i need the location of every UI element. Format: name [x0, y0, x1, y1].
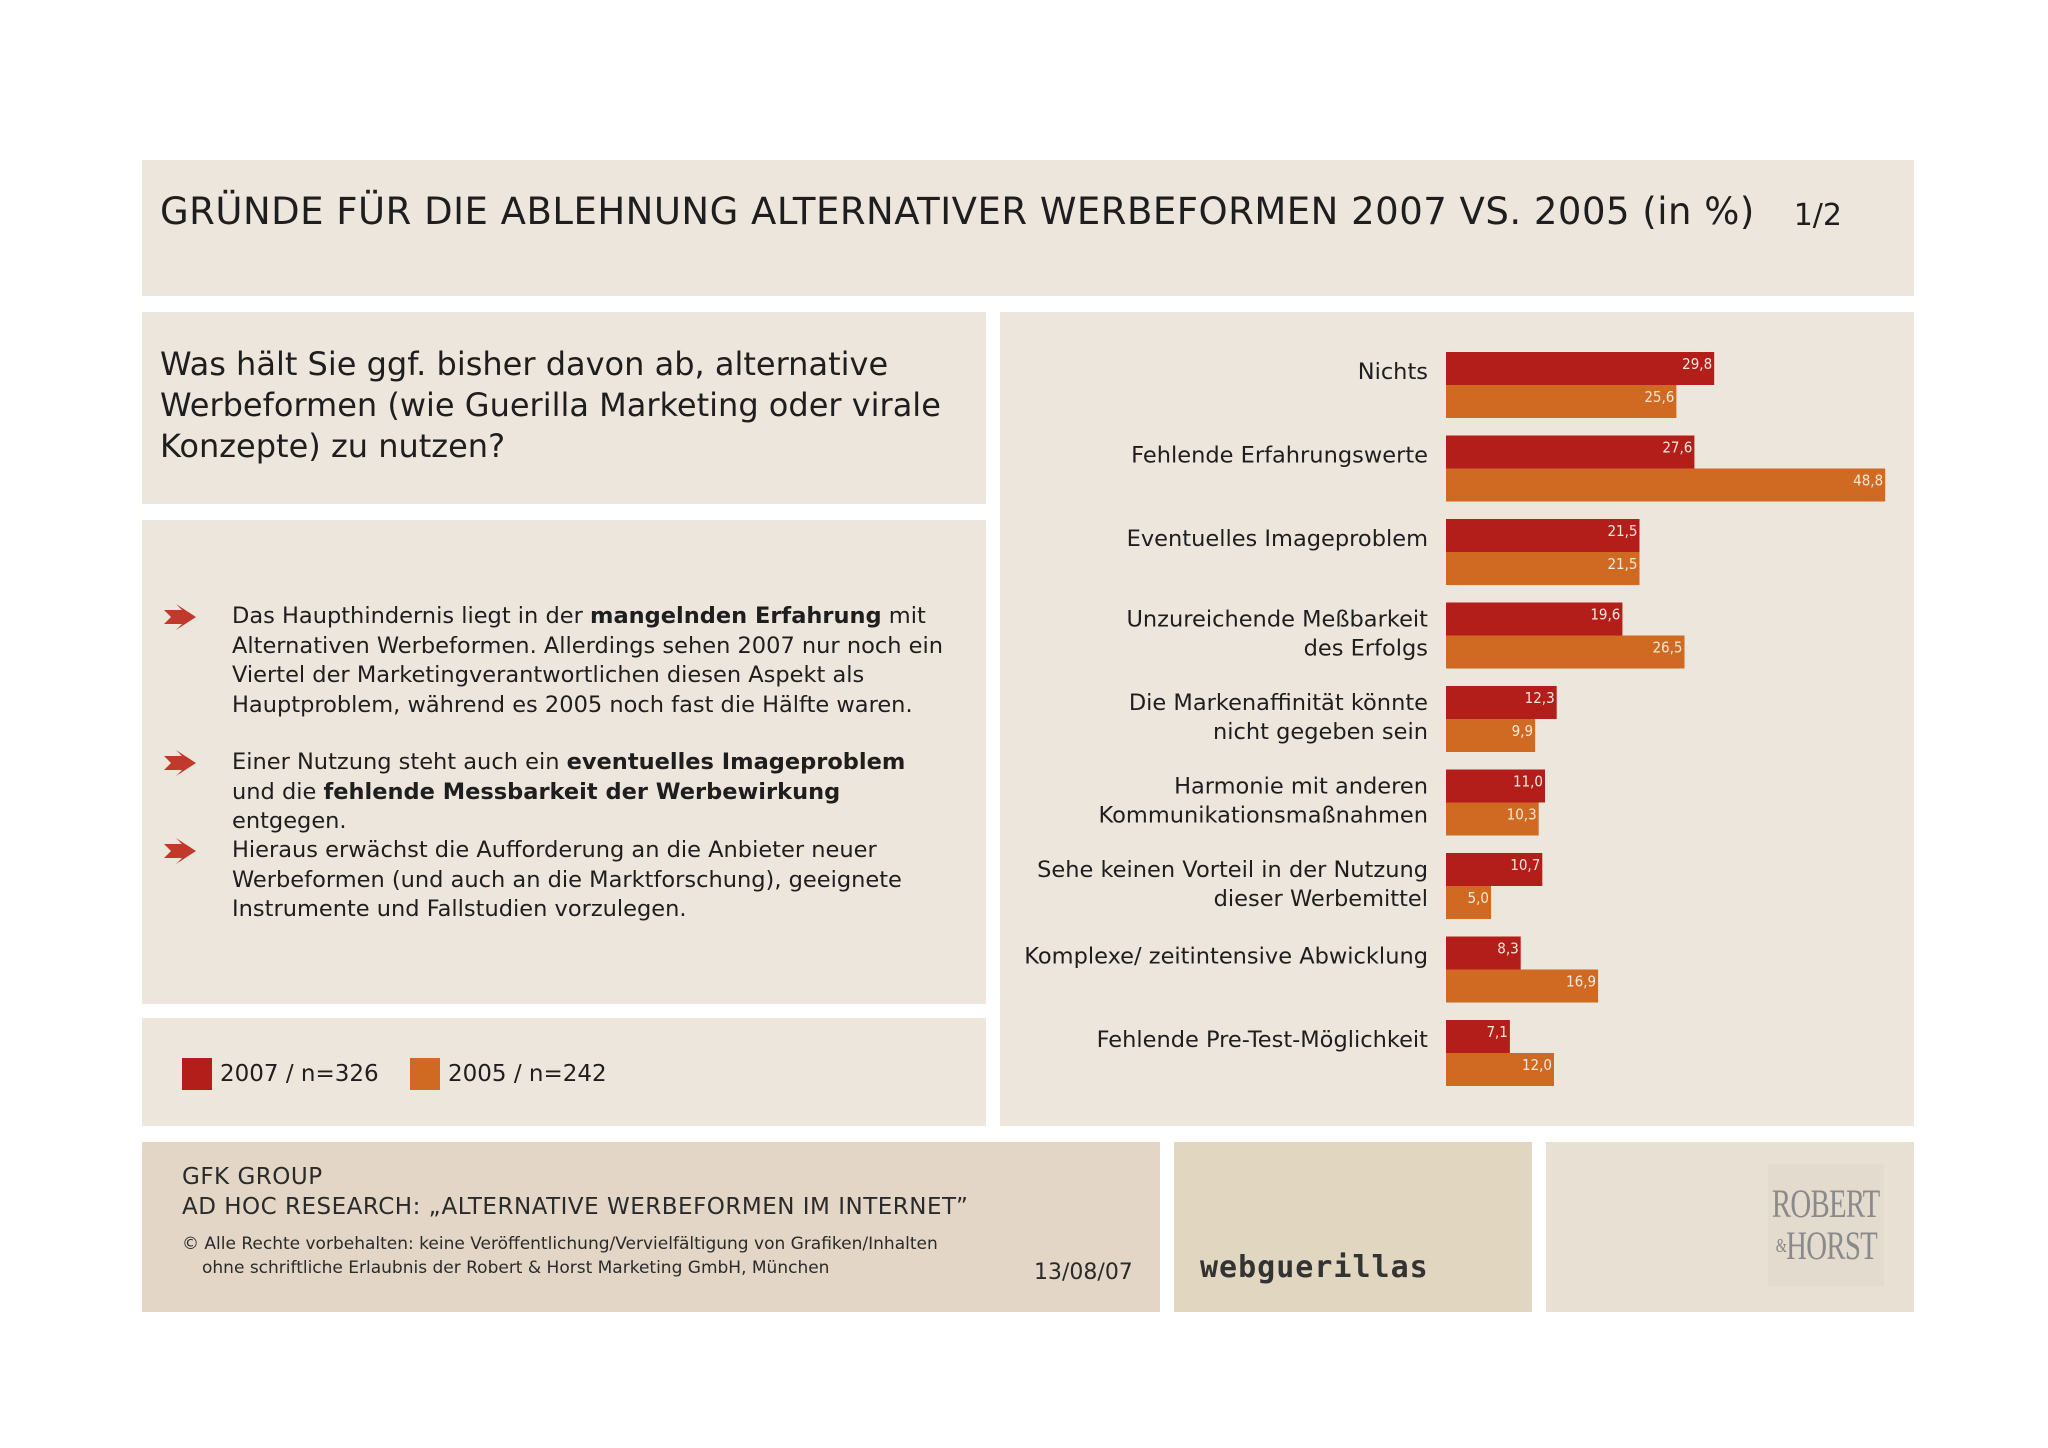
bar-2007 [1446, 602, 1623, 636]
bar-value-label: 25,6 [1644, 388, 1674, 406]
bar-2005 [1446, 552, 1640, 585]
category-label: Harmonie mit anderen [1174, 774, 1428, 800]
bar-chart: Nichts 29,8 25,6 Fehlende Erfahrungswerte 27… [1024, 352, 1886, 1086]
question-panel: Was hält Sie ggf. bisher davon ab, alter… [142, 312, 986, 504]
category-label: Unzureichende Meßbarkeit [1126, 607, 1428, 633]
findings-panel: Das Haupthindernis liegt in der mangelnd… [142, 520, 986, 1004]
legend-item-2005: 2005 / n=242 [410, 1058, 607, 1090]
bar-2005 [1446, 385, 1677, 418]
arrow-bullet-icon [164, 750, 196, 776]
bar-value-label: 16,9 [1566, 973, 1596, 991]
bar-2007 [1446, 519, 1640, 552]
finding-highlight: fehlende Messbarkeit der Werbewirkung [323, 778, 841, 805]
bar-value-label: 5,0 [1468, 889, 1489, 907]
survey-question: Was hält Sie ggf. bisher davon ab, alter… [160, 345, 941, 465]
bar-value-label: 11,0 [1513, 773, 1543, 791]
robert-horst-logo: ROBERT &HORST [1768, 1164, 1884, 1286]
bar-2005 [1446, 1053, 1554, 1086]
category-label: Fehlende Erfahrungswerte [1131, 443, 1428, 469]
logo-line-2: &HORST [1775, 1223, 1878, 1268]
bar-value-label: 7,1 [1486, 1023, 1507, 1041]
legend-item-2007: 2007 / n=326 [182, 1058, 379, 1090]
legend-label: 2005 / n=242 [448, 1061, 607, 1087]
bar-2005 [1446, 719, 1536, 752]
bar-2007 [1446, 769, 1545, 803]
category-label: Eventuelles Imageproblem [1127, 526, 1428, 552]
bar-value-label: 21,5 [1607, 555, 1637, 573]
bar-value-label: 12,0 [1522, 1056, 1552, 1074]
finding-segment: Das Haupthindernis liegt in der [232, 603, 590, 629]
category-label: Die Markenaffinität könnte [1129, 690, 1428, 716]
finding-text: Hieraus erwächst die Aufforderung an die… [232, 836, 952, 925]
bar-value-label: 21,5 [1607, 522, 1637, 540]
finding-highlight: eventuelles Imageproblem [566, 749, 906, 775]
category-label: dieser Werbemittel [1214, 886, 1428, 912]
bar-2005 [1446, 969, 1599, 1003]
bar-value-label: 12,3 [1525, 689, 1555, 707]
logo-ampersand: & [1775, 1235, 1786, 1257]
category-label: nicht gegeben sein [1213, 719, 1428, 745]
category-label: Sehe keinen Vorteil in der Nutzung [1037, 857, 1428, 883]
finding-text: Das Haupthindernis liegt in der mangelnd… [232, 602, 952, 720]
finding-highlight: mangelnden Erfahrung [590, 603, 882, 629]
title-panel: GRÜNDE FÜR DIE ABLEHNUNG ALTERNATIVER WE… [142, 160, 1914, 296]
arrow-bullet-icon [164, 604, 196, 630]
page-number: 1/2 [1793, 198, 1842, 233]
category-label: Nichts [1358, 359, 1428, 385]
category-label: Kommunikationsmaßnahmen [1099, 803, 1428, 829]
legend-label: 2007 / n=326 [220, 1061, 379, 1087]
bar-value-label: 48,8 [1853, 472, 1883, 490]
bar-2007 [1446, 1020, 1510, 1053]
logo-line-1: ROBERT [1772, 1181, 1880, 1226]
finding-segment: und die [232, 778, 324, 805]
category-label: Fehlende Pre-Test-Möglichkeit [1097, 1027, 1429, 1053]
robert-horst-logo-panel: ROBERT &HORST [1546, 1142, 1914, 1312]
finding-segment: Einer Nutzung steht auch ein [232, 749, 567, 775]
date: 13/08/07 [1034, 1260, 1133, 1285]
finding-text: Einer Nutzung steht auch ein eventuelles… [232, 748, 952, 837]
source-line-1: GFK GROUP [182, 1164, 323, 1190]
category-label: Komplexe/ zeitintensive Abwicklung [1024, 944, 1428, 970]
bar-value-label: 19,6 [1590, 606, 1620, 624]
bar-2007 [1446, 352, 1715, 385]
bar-2007 [1446, 435, 1695, 469]
copyright-line-2: ohne schriftliche Erlaubnis der Robert &… [202, 1258, 830, 1278]
finding-segment: entgegen. [232, 808, 347, 834]
logo-line-2-text: HORST [1785, 1223, 1878, 1268]
bar-2005 [1446, 886, 1491, 919]
bar-value-label: 10,7 [1510, 856, 1540, 874]
page-title: GRÜNDE FÜR DIE ABLEHNUNG ALTERNATIVER WE… [160, 190, 1755, 233]
bar-value-label: 10,3 [1507, 806, 1537, 824]
source-line-2: AD HOC RESEARCH: „ALTERNATIVE WERBEFORME… [182, 1194, 969, 1220]
chart-legend: 2007 / n=326 2005 / n=242 [142, 1018, 986, 1126]
bar-2007 [1446, 936, 1521, 970]
finding-segment: mit Alternativen Werbeformen. Allerdings… [232, 603, 943, 718]
webguerillas-logo: webguerillas [1200, 1250, 1429, 1285]
bar-2005 [1446, 802, 1539, 836]
bar-2005 [1446, 468, 1886, 502]
legend-swatch [410, 1058, 440, 1090]
bar-value-label: 8,3 [1497, 940, 1518, 958]
bar-value-label: 26,5 [1652, 639, 1682, 657]
legend-swatch [182, 1058, 212, 1090]
webguerillas-logo-panel: webguerillas [1174, 1142, 1532, 1312]
bar-2005 [1446, 635, 1685, 669]
bar-2007 [1446, 853, 1543, 886]
copyright-line-1: © Alle Rechte vorbehalten: keine Veröffe… [182, 1234, 938, 1254]
bar-value-label: 9,9 [1512, 722, 1533, 740]
arrow-bullet-icon [164, 838, 196, 864]
category-label: des Erfolgs [1304, 636, 1428, 662]
bar-value-label: 29,8 [1682, 355, 1712, 373]
source-panel: GFK GROUP AD HOC RESEARCH: „ALTERNATIVE … [142, 1142, 1160, 1312]
bar-value-label: 27,6 [1662, 439, 1692, 457]
bar-2007 [1446, 686, 1557, 719]
chart-panel: Nichts 29,8 25,6 Fehlende Erfahrungswerte 27… [1000, 312, 1914, 1126]
finding-segment: Hieraus erwächst die Aufforderung an die… [232, 837, 902, 922]
